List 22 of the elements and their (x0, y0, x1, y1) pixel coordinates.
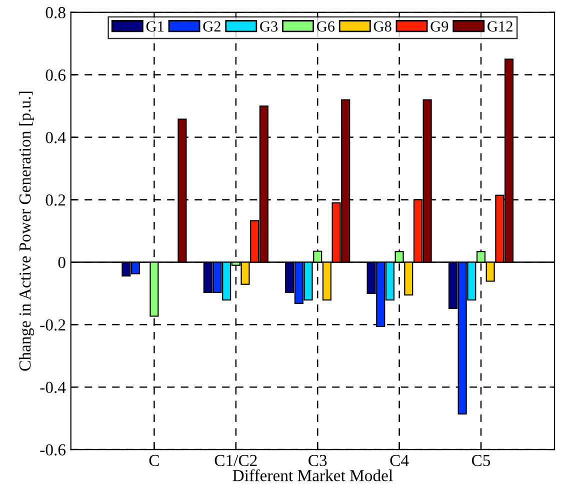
x-tick-label: C1/C2 (214, 454, 257, 466)
y-tick-label: -0.4 (40, 382, 66, 394)
legend-label: G8 (374, 21, 392, 32)
legend-label: G2 (203, 21, 220, 32)
legend-label: G9 (430, 21, 448, 32)
legend-label: G1 (146, 21, 164, 32)
y-tick-label: 0.4 (46, 132, 66, 144)
y-tick-label: 0 (58, 256, 66, 268)
y-tick-label: -0.6 (40, 444, 66, 456)
x-tick-label: C5 (472, 454, 490, 466)
x-axis-title: Different Market Model (232, 469, 393, 482)
x-tick-label: C3 (308, 454, 327, 466)
legend-label: G3 (260, 21, 278, 32)
x-tick-label: C4 (390, 454, 409, 466)
legend-label: G6 (316, 21, 335, 32)
y-axis-title: Change in Active Power Generation [p.u.] (18, 92, 34, 371)
y-tick-label: 0.6 (46, 70, 66, 81)
x-tick-label: C (149, 454, 159, 466)
y-tick-label: -0.2 (40, 319, 66, 331)
y-tick-label: 0.2 (46, 194, 66, 206)
legend-label: G12 (488, 21, 512, 32)
y-tick-label: 0.8 (46, 7, 66, 18)
